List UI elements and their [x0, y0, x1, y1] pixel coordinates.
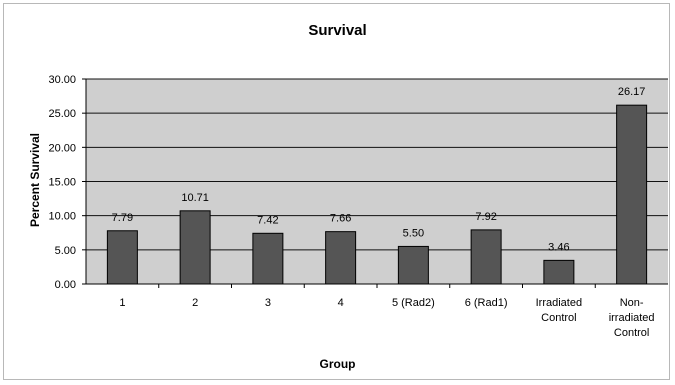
- y-tick-label: 15.00: [48, 177, 76, 189]
- bar: [397, 245, 429, 285]
- y-tick-label: 10.00: [48, 211, 76, 223]
- x-tick-label: 1: [119, 297, 125, 309]
- bar: [252, 232, 284, 285]
- x-axis-label: Group: [319, 357, 356, 371]
- x-tick-label: Non-: [620, 297, 644, 309]
- bar: [543, 259, 575, 285]
- x-tick-label: Control: [541, 312, 576, 324]
- data-label: 10.71: [181, 192, 209, 204]
- bar: [470, 229, 502, 285]
- data-label: 3.46: [548, 241, 569, 253]
- data-label: 7.79: [112, 212, 133, 224]
- y-tick-label: 30.00: [48, 74, 76, 86]
- x-tick-label: 4: [338, 297, 344, 309]
- x-tick-label: Control: [614, 327, 649, 339]
- x-tick-label: 2: [192, 297, 198, 309]
- bar: [616, 104, 648, 285]
- bar: [179, 210, 211, 285]
- chart-title: Survival: [308, 22, 367, 39]
- x-tick-label: 3: [265, 297, 271, 309]
- bar: [325, 231, 357, 285]
- x-tick-label: 6 (Rad1): [465, 297, 508, 309]
- x-tick-label: 5 (Rad2): [392, 297, 435, 309]
- x-tick-label: Irradiated: [536, 297, 582, 309]
- data-label: 7.92: [475, 211, 496, 223]
- data-label: 7.42: [257, 214, 278, 226]
- y-tick-label: 0.00: [55, 279, 76, 291]
- bar: [106, 230, 138, 285]
- y-tick-label: 20.00: [48, 142, 76, 154]
- data-label: 26.17: [618, 86, 646, 98]
- y-tick-label: 5.00: [55, 245, 76, 257]
- data-label: 7.66: [330, 213, 351, 225]
- x-tick-label: irradiated: [609, 312, 655, 324]
- y-tick-label: 25.00: [48, 108, 76, 120]
- data-label: 5.50: [403, 227, 424, 239]
